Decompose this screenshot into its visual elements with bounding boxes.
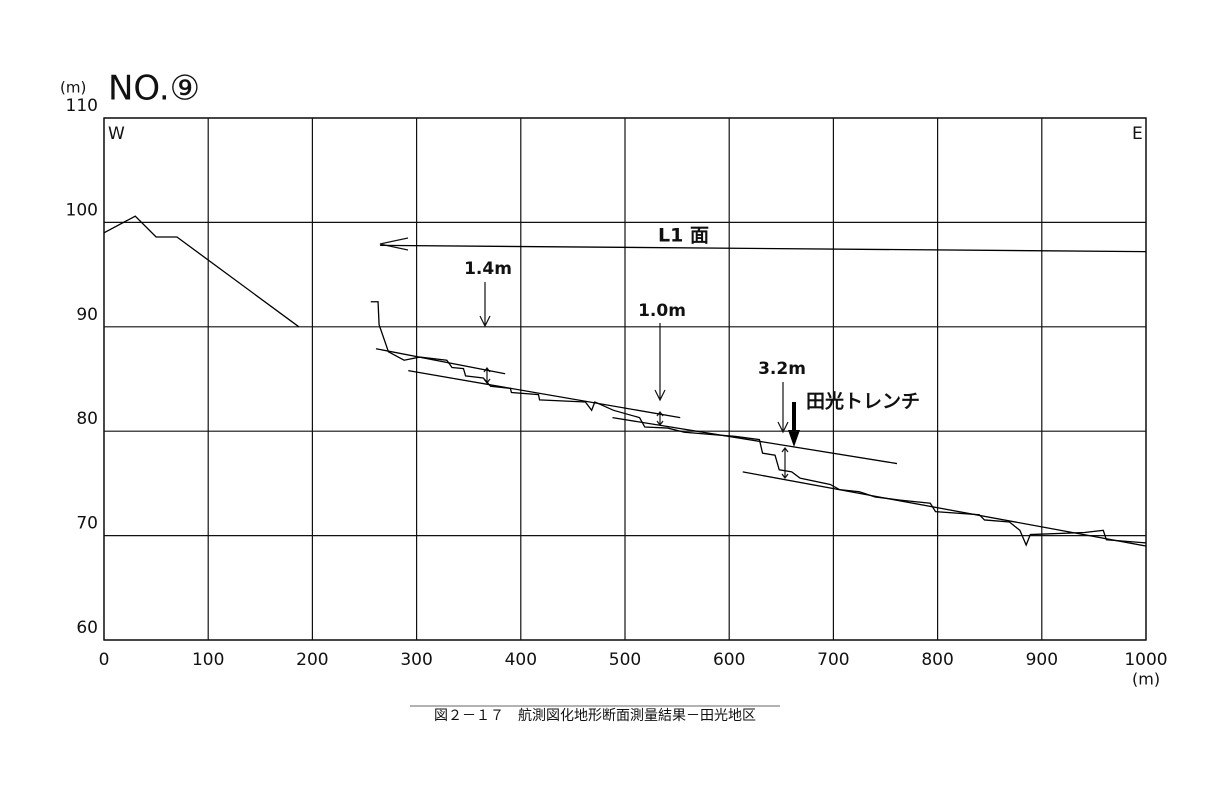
profile-line <box>612 416 898 465</box>
east-label: E <box>1132 124 1143 144</box>
x-tick-label: 200 <box>296 650 328 670</box>
annotation: 3.2m <box>758 359 806 379</box>
arrow <box>479 282 491 328</box>
y-tick-label: 80 <box>76 409 98 429</box>
annotation: 1.4m <box>464 259 512 279</box>
profile-line <box>103 215 300 328</box>
y-tick-label: 70 <box>76 514 98 534</box>
y-tick-label: 100 <box>66 200 98 220</box>
x-tick-label: 1000 <box>1124 650 1167 670</box>
x-tick-label: 900 <box>1026 650 1058 670</box>
x-tick-label: 800 <box>921 650 953 670</box>
caption: 図２－１７ 航測図化地形断面測量結果－田光地区 <box>434 708 756 724</box>
x-tick-label: 0 <box>99 650 110 670</box>
annotation: 1.0m <box>638 301 686 321</box>
annotation: L1 面 <box>658 225 709 247</box>
arrow <box>777 382 789 434</box>
profile-line <box>380 244 1147 253</box>
arrow <box>379 237 409 251</box>
x-tick-label: 100 <box>192 650 224 670</box>
profile-line <box>370 301 1147 547</box>
profile-line <box>408 370 681 419</box>
profile-line <box>742 471 1147 547</box>
x-tick-label: 600 <box>713 650 745 670</box>
profile-line <box>375 348 506 375</box>
y-tick-label: 90 <box>76 305 98 325</box>
y-tick-label: 110 <box>66 96 98 116</box>
y-unit-label: (m) <box>60 79 86 97</box>
chart-title: NO.⑨ <box>108 69 200 109</box>
west-label: W <box>108 124 125 144</box>
x-tick-label: 400 <box>505 650 537 670</box>
annotation: 田光トレンチ <box>806 390 920 413</box>
x-tick-label: 500 <box>609 650 641 670</box>
x-unit-label: (m) <box>1132 670 1160 689</box>
offset-marker <box>781 447 789 479</box>
arrow-head <box>788 430 800 447</box>
y-tick-label: 60 <box>76 618 98 638</box>
x-tick-label: 300 <box>400 650 432 670</box>
arrow <box>654 323 666 402</box>
x-tick-label: 700 <box>817 650 849 670</box>
